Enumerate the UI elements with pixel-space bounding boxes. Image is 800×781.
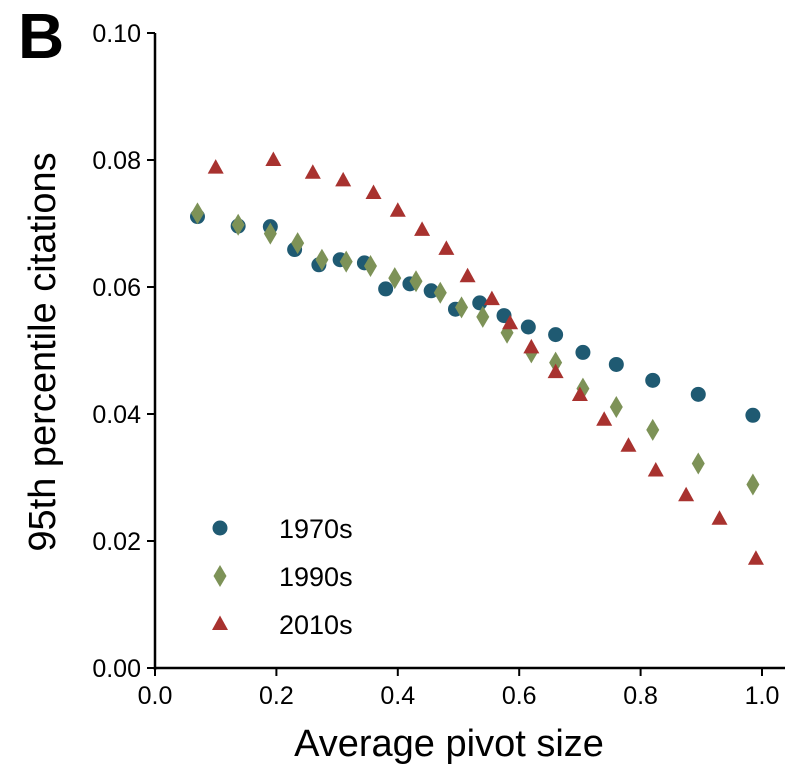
data-point bbox=[409, 270, 423, 293]
x-tick-label: 0.0 bbox=[138, 682, 173, 710]
y-tick-label: 0.00 bbox=[92, 655, 141, 683]
x-tick-label: 0.2 bbox=[259, 682, 294, 710]
x-tick-label: 1.0 bbox=[745, 682, 780, 710]
data-point bbox=[231, 213, 245, 236]
y-tick-label: 0.08 bbox=[92, 147, 141, 175]
data-point bbox=[678, 486, 695, 502]
data-point bbox=[190, 202, 204, 225]
data-point bbox=[609, 396, 623, 419]
data-point bbox=[365, 184, 382, 200]
data-point bbox=[433, 281, 447, 304]
data-point bbox=[378, 281, 394, 297]
data-point bbox=[596, 411, 613, 426]
data-point bbox=[520, 319, 536, 335]
x-tick-label: 0.8 bbox=[623, 682, 658, 710]
data-point bbox=[315, 248, 329, 271]
data-point bbox=[335, 171, 352, 187]
data-point bbox=[747, 550, 764, 565]
data-point bbox=[389, 202, 406, 217]
data-point bbox=[476, 305, 490, 328]
data-point bbox=[263, 222, 277, 245]
legend-label: 1990s bbox=[279, 562, 353, 592]
axes: 0.0 0.2 0.4 0.6 0.8 1.0 0.00 0.02 0.04 0.06 0.08 0.… bbox=[92, 20, 785, 710]
data-point bbox=[745, 407, 761, 423]
data-point bbox=[455, 296, 469, 319]
x-tick-label: 0.6 bbox=[502, 682, 537, 710]
data-point bbox=[459, 267, 476, 283]
data-point bbox=[207, 159, 224, 174]
data-point bbox=[690, 386, 706, 402]
legend-label: 1970s bbox=[279, 514, 353, 544]
data-point bbox=[548, 327, 564, 343]
data-point bbox=[438, 240, 455, 255]
series-1970s bbox=[189, 209, 761, 423]
legend-label: 2010s bbox=[279, 610, 353, 640]
data-point bbox=[547, 363, 564, 379]
panel-label: B bbox=[18, 0, 64, 72]
data-point bbox=[523, 338, 540, 354]
y-tick-label: 0.04 bbox=[92, 401, 141, 429]
y-tick-label: 0.06 bbox=[92, 274, 141, 302]
data-point bbox=[549, 351, 563, 374]
data-point bbox=[647, 462, 664, 477]
data-point bbox=[746, 473, 760, 496]
y-tick-label: 0.02 bbox=[92, 528, 141, 556]
data-points bbox=[189, 151, 764, 565]
data-point bbox=[265, 151, 282, 166]
x-tick-label: 0.4 bbox=[380, 682, 415, 710]
series-1990s bbox=[190, 202, 760, 496]
y-axis-title: 95th percentile citations bbox=[22, 152, 64, 551]
data-point bbox=[608, 356, 624, 372]
data-point bbox=[691, 452, 705, 475]
legend: 1970s 1990s 2010s bbox=[212, 514, 353, 640]
data-point bbox=[575, 344, 591, 360]
data-point bbox=[646, 418, 660, 441]
x-axis-title: Average pivot size bbox=[294, 723, 604, 765]
data-point bbox=[291, 232, 305, 255]
data-point bbox=[363, 255, 377, 278]
data-point bbox=[388, 267, 402, 290]
data-point bbox=[645, 372, 661, 388]
data-point bbox=[620, 437, 637, 452]
series-2010s bbox=[207, 151, 764, 565]
legend-marker bbox=[212, 615, 228, 630]
data-point bbox=[339, 250, 353, 273]
data-point bbox=[304, 164, 321, 179]
y-tick-label: 0.10 bbox=[92, 20, 141, 48]
legend-marker bbox=[213, 565, 227, 587]
data-point bbox=[711, 510, 728, 525]
data-point bbox=[502, 314, 519, 330]
data-point bbox=[571, 386, 588, 401]
data-point bbox=[483, 290, 500, 306]
legend-marker bbox=[212, 520, 228, 536]
data-point bbox=[472, 295, 488, 311]
data-point bbox=[414, 221, 431, 236]
